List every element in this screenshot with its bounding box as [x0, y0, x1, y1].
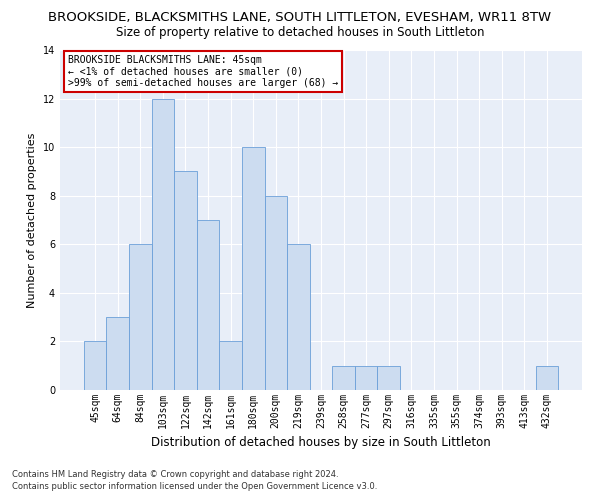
Y-axis label: Number of detached properties: Number of detached properties [27, 132, 37, 308]
Bar [287, 244, 310, 390]
Bar [220, 342, 242, 390]
Bar [536, 366, 558, 390]
Bar [84, 342, 106, 390]
X-axis label: Distribution of detached houses by size in South Littleton: Distribution of detached houses by size … [151, 436, 491, 450]
Text: BROOKSIDE BLACKSMITHS LANE: 45sqm
← <1% of detached houses are smaller (0)
>99% : BROOKSIDE BLACKSMITHS LANE: 45sqm ← <1% … [68, 55, 338, 88]
Bar [152, 98, 174, 390]
Bar [332, 366, 355, 390]
Bar [377, 366, 400, 390]
Text: Size of property relative to detached houses in South Littleton: Size of property relative to detached ho… [116, 26, 484, 39]
Bar [265, 196, 287, 390]
Bar [197, 220, 220, 390]
Bar [129, 244, 152, 390]
Bar [174, 172, 197, 390]
Text: BROOKSIDE, BLACKSMITHS LANE, SOUTH LITTLETON, EVESHAM, WR11 8TW: BROOKSIDE, BLACKSMITHS LANE, SOUTH LITTL… [49, 11, 551, 24]
Bar [106, 317, 129, 390]
Text: Contains HM Land Registry data © Crown copyright and database right 2024.: Contains HM Land Registry data © Crown c… [12, 470, 338, 479]
Bar [355, 366, 377, 390]
Bar [242, 147, 265, 390]
Text: Contains public sector information licensed under the Open Government Licence v3: Contains public sector information licen… [12, 482, 377, 491]
